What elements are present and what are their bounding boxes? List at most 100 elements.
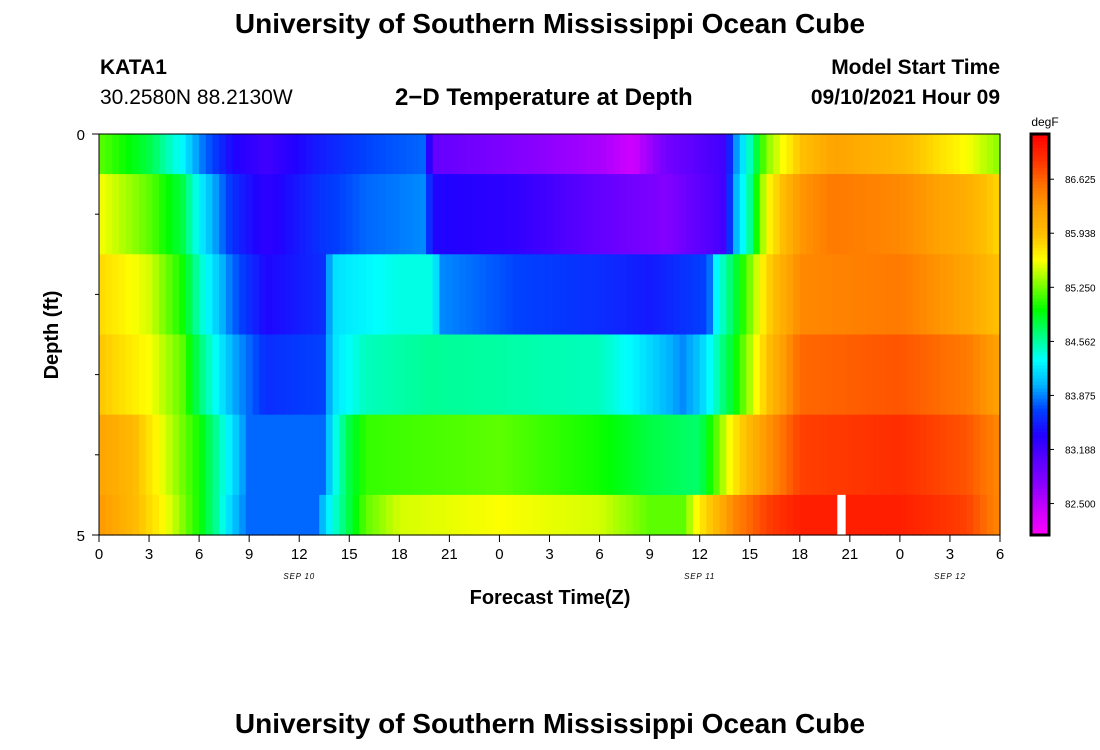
heatmap-cell xyxy=(225,334,234,416)
colorbar-segment xyxy=(1031,207,1049,212)
heatmap-cell xyxy=(793,134,801,175)
x-tick-label: 3 xyxy=(145,546,153,563)
heatmap-cell xyxy=(819,174,828,255)
heatmap-cell xyxy=(259,494,267,536)
heatmap-cell xyxy=(492,334,501,416)
heatmap-cell xyxy=(332,174,340,255)
x-tick-label: 18 xyxy=(791,546,808,563)
heatmap-cell xyxy=(432,174,440,255)
heatmap-cell xyxy=(479,334,487,416)
heatmap-cell xyxy=(359,174,367,255)
heatmap-cell xyxy=(325,414,334,496)
colorbar-segment xyxy=(1031,291,1049,295)
heatmap-cell xyxy=(773,174,781,255)
heatmap-cell xyxy=(806,334,814,416)
heatmap-cell xyxy=(152,174,160,255)
heatmap-cell xyxy=(566,494,574,536)
heatmap-cell xyxy=(626,174,634,255)
x-tick-label: 0 xyxy=(95,546,103,563)
heatmap-cell xyxy=(619,254,627,336)
heatmap-cell xyxy=(245,134,254,175)
heatmap-cell xyxy=(866,134,874,175)
heatmap-cell xyxy=(699,494,707,536)
x-tick-label: 6 xyxy=(595,546,603,563)
heatmap-cell xyxy=(252,494,260,536)
heatmap-cell xyxy=(486,334,494,416)
heatmap-cell xyxy=(232,174,240,255)
heatmap-cell xyxy=(245,414,254,496)
heatmap-cell xyxy=(259,414,267,496)
heatmap-cell xyxy=(592,414,601,496)
heatmap-cell xyxy=(639,254,647,336)
heatmap-cell xyxy=(279,494,287,536)
heatmap-cell xyxy=(579,134,587,175)
heatmap-cell xyxy=(486,174,494,255)
heatmap-cell xyxy=(612,494,621,536)
heatmap-cell xyxy=(993,254,1001,336)
heatmap-cell xyxy=(659,334,667,416)
heatmap-cell xyxy=(733,254,741,336)
heatmap-cell xyxy=(979,254,988,336)
heatmap-cell xyxy=(639,134,647,175)
heatmap-cell xyxy=(686,334,694,416)
heatmap-cell xyxy=(192,414,200,496)
heatmap-cell xyxy=(426,334,434,416)
heatmap-cell xyxy=(626,334,634,416)
heatmap-cell xyxy=(332,334,340,416)
colorbar-segment xyxy=(1031,174,1049,179)
heatmap-cell xyxy=(179,414,187,496)
heatmap-cell xyxy=(612,334,621,416)
heatmap-cell xyxy=(813,134,821,175)
heatmap-cell xyxy=(759,334,767,416)
heatmap-cell xyxy=(426,254,434,336)
heatmap-cell xyxy=(325,494,334,536)
heatmap-cell xyxy=(446,174,454,255)
heatmap-cell xyxy=(499,414,507,496)
colorbar-segment xyxy=(1031,391,1049,396)
heatmap-cell xyxy=(719,254,727,336)
heatmap-cell xyxy=(713,494,721,536)
heatmap-cell xyxy=(259,174,267,255)
colorbar-tick-label: 86.625 xyxy=(1065,175,1096,186)
heatmap-cell xyxy=(172,334,180,416)
heatmap-cell xyxy=(552,414,561,496)
heatmap-cell xyxy=(139,254,147,336)
heatmap-cell xyxy=(432,134,440,175)
colorbar-segment xyxy=(1031,321,1049,326)
heatmap-cell xyxy=(372,334,380,416)
heatmap-cell xyxy=(239,334,247,416)
colorbar-segment xyxy=(1031,344,1049,349)
colorbar-segment xyxy=(1031,254,1049,259)
heatmap-cell xyxy=(766,174,774,255)
heatmap-cell xyxy=(459,174,467,255)
colorbar-segment xyxy=(1031,324,1049,329)
heatmap-cell xyxy=(512,134,521,175)
heatmap-cell xyxy=(446,134,454,175)
heatmap-cell xyxy=(826,494,834,536)
heatmap-cell xyxy=(406,334,414,416)
heatmap-cell xyxy=(692,134,701,175)
heatmap-cell xyxy=(192,134,200,175)
heatmap-cell xyxy=(686,134,694,175)
heatmap-cell xyxy=(285,334,294,416)
heatmap-cell xyxy=(666,334,674,416)
heatmap-cell xyxy=(439,134,447,175)
heatmap-cell xyxy=(205,494,214,536)
heatmap-cell xyxy=(599,134,607,175)
heatmap-cell xyxy=(385,414,394,496)
heatmap-cell xyxy=(786,174,794,255)
heatmap-cell xyxy=(452,414,460,496)
colorbar-segment xyxy=(1031,481,1049,486)
heatmap-cell xyxy=(886,134,894,175)
heatmap-cell xyxy=(726,134,734,175)
colorbar-tick-label: 85.250 xyxy=(1065,283,1096,294)
colorbar-segment xyxy=(1031,454,1049,459)
heatmap-cell xyxy=(399,494,407,536)
colorbar-segment xyxy=(1031,501,1049,506)
heatmap-cell xyxy=(325,174,334,255)
heatmap-cell xyxy=(933,494,941,536)
heatmap-cell xyxy=(359,254,367,336)
heatmap-cell xyxy=(325,134,334,175)
heatmap-cell xyxy=(272,134,280,175)
heatmap-cell xyxy=(793,494,801,536)
